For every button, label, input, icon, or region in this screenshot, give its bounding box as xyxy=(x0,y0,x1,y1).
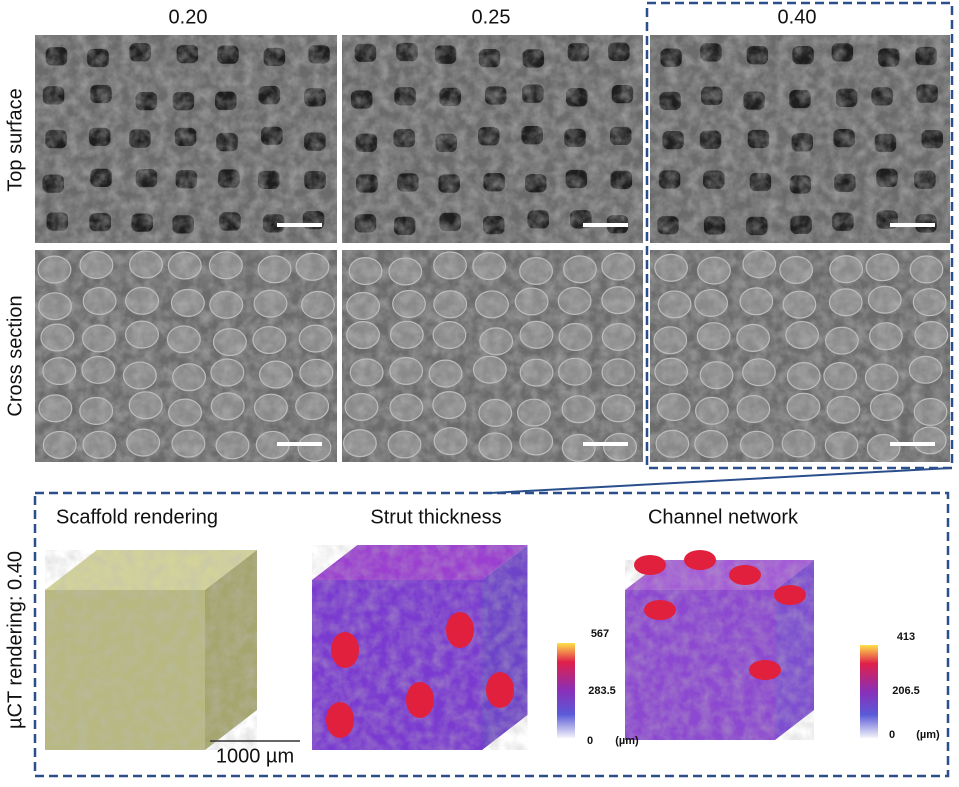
row-label: Top surface xyxy=(4,88,26,191)
sem-grain xyxy=(35,250,337,462)
strut-section xyxy=(446,612,474,648)
colorbar-min: 0 xyxy=(587,735,593,747)
sem-image xyxy=(35,35,337,243)
connector xyxy=(489,467,952,494)
column-label: 0.40 xyxy=(778,6,817,28)
cube-rendering xyxy=(625,550,814,740)
panel-title: Scaffold rendering xyxy=(56,506,218,528)
sem-image xyxy=(35,250,337,462)
colorbar xyxy=(860,645,878,738)
strut-section xyxy=(406,682,434,718)
cube-rendering xyxy=(312,545,528,750)
renderings xyxy=(45,545,814,750)
sem-grain xyxy=(650,250,950,462)
colorbar-max: 567 xyxy=(591,628,609,640)
colorbar xyxy=(557,643,575,738)
colorbar-mid: 283.5 xyxy=(588,685,616,697)
column-label: 0.20 xyxy=(169,6,208,28)
cube-grain xyxy=(45,550,257,750)
strut-section xyxy=(486,672,514,708)
cube-rendering xyxy=(45,550,257,750)
panel-label: µCT rendering: 0.40 xyxy=(4,551,26,729)
strut-section xyxy=(326,702,354,738)
sem-grain xyxy=(650,35,950,243)
colorbar-max: 413 xyxy=(897,631,915,643)
sem-image xyxy=(342,250,643,462)
sem-grain xyxy=(342,35,643,243)
scale-bar-label: 1000 µm xyxy=(216,745,294,767)
sem-images xyxy=(35,35,950,462)
panel-title: Strut thickness xyxy=(370,506,501,528)
sem-image xyxy=(650,250,950,462)
channel-section xyxy=(634,555,666,575)
sem-grain xyxy=(35,35,337,243)
row-label: Cross section xyxy=(4,295,26,416)
channel-section xyxy=(774,585,806,605)
colorbar-unit: (µm) xyxy=(615,735,639,747)
colorbar-mid: 206.5 xyxy=(892,685,920,697)
channel-section xyxy=(644,600,676,620)
column-label: 0.25 xyxy=(472,6,511,28)
panel-title: Channel network xyxy=(648,506,799,528)
lower-box xyxy=(33,491,950,778)
colorbar-min: 0 xyxy=(889,729,895,741)
strut-section xyxy=(331,632,359,668)
channel-section xyxy=(684,550,716,570)
colorbar-unit: (µm) xyxy=(916,729,940,741)
channel-section xyxy=(729,565,761,585)
highlight-box xyxy=(645,1,954,470)
channel-section xyxy=(749,660,781,680)
sem-grain xyxy=(342,250,643,462)
sem-image xyxy=(342,35,643,243)
sem-image xyxy=(650,35,950,243)
